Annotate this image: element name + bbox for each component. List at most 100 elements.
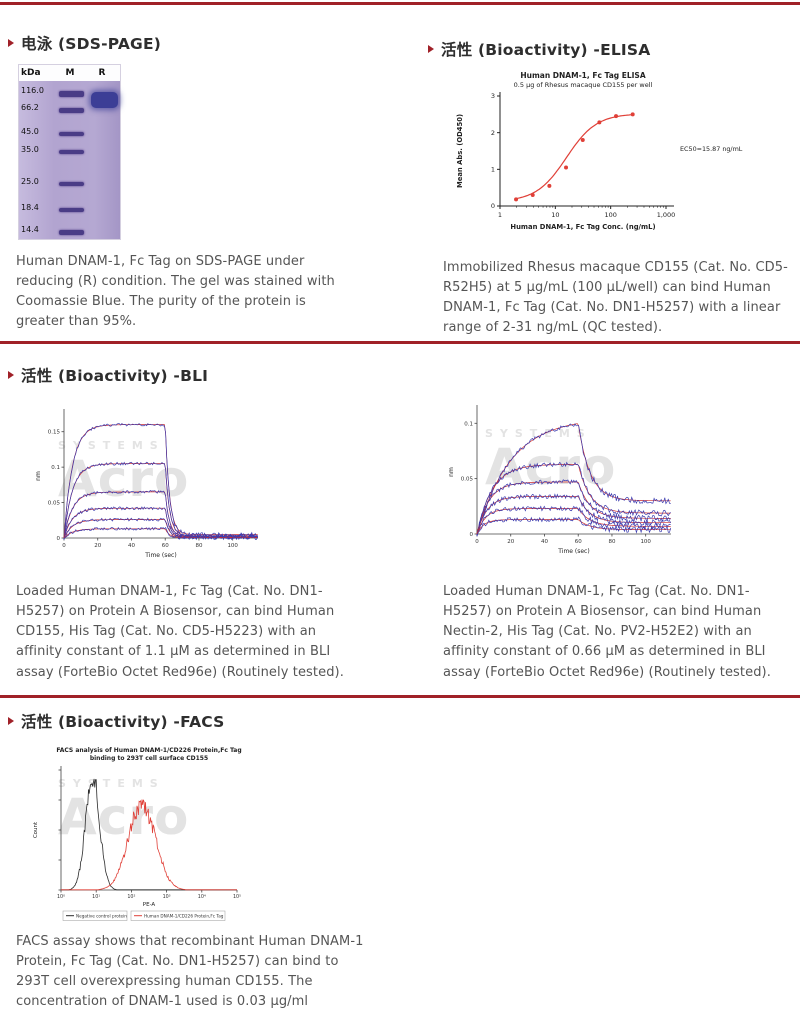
- section-title-facs: 活性 (Bioactivity) -FACS: [21, 713, 225, 731]
- bli-data-curve: [63, 526, 259, 541]
- sds-page-caption: Human DNAM-1, Fc Tag on SDS-PAGE under r…: [16, 254, 335, 330]
- gel-marker-band: [59, 230, 84, 235]
- gel-marker-label: 18.4: [21, 203, 39, 212]
- gel-marker-label: 45.0: [21, 127, 39, 136]
- bli-caption-left: Loaded Human DNAM-1, Fc Tag (Cat. No. DN…: [16, 584, 344, 680]
- gel-marker-band: [59, 132, 84, 136]
- bli-fit-curve: [476, 519, 671, 535]
- bli-data-curve: [476, 461, 671, 536]
- bli-data-curve: [476, 479, 671, 537]
- bli-data-curve: [476, 493, 672, 536]
- gel-marker-band: [59, 108, 84, 113]
- y-tick-label: 0: [491, 202, 495, 210]
- y-tick-label: 0.05: [461, 477, 474, 483]
- sds-page-gel-image: kDa M R 116.0 66.2 45.0 35.0 25.0 18.4 14.4: [18, 64, 121, 240]
- gel-lane-header: kDa M R: [19, 65, 120, 81]
- section-header-facs: 活性 (Bioactivity) -FACS: [8, 710, 225, 732]
- y-tick-label: 0.1: [464, 421, 473, 427]
- x-tick-label: 10: [551, 211, 559, 219]
- y-axis-label: Mean Abs. (OD450): [456, 114, 464, 188]
- x-axis-label: Time (sec): [144, 552, 176, 559]
- x-tick-label: 100: [640, 539, 651, 545]
- gel-marker-band: [59, 91, 84, 97]
- bli-fit-curve: [63, 463, 258, 539]
- bli-fit-curve: [63, 424, 258, 539]
- chart-title: binding to 293T cell surface CD155: [90, 755, 208, 762]
- x-tick-label: 1: [498, 211, 502, 219]
- triangle-bullet-icon: [8, 371, 14, 379]
- x-tick-label: 10⁰: [57, 894, 65, 900]
- y-axis-label: nm: [448, 467, 455, 477]
- elisa-fit-curve: [515, 114, 633, 200]
- x-tick-label: 0: [62, 543, 66, 549]
- x-tick-label: 60: [575, 539, 582, 545]
- legend-label: Negative control protein: [76, 914, 127, 919]
- x-tick-label: 100: [227, 543, 238, 549]
- bli-data-curve: [63, 506, 258, 540]
- legend-box: [130, 910, 226, 921]
- bli-chart-nectin2: 0 0.05 0.1 0 20 40 60 80 100 Time (sec) nm: [448, 405, 672, 555]
- gel-sample-band: [91, 92, 118, 108]
- section-divider-bottom: [0, 695, 800, 698]
- bli-chart-cd155: 0 0.05 0.1 0.15 0 20 40 60 80 100 Time (sec) nm: [35, 409, 259, 559]
- triangle-bullet-icon: [8, 39, 14, 47]
- gel-marker-label: 25.0: [21, 177, 39, 186]
- x-tick-label: 0: [475, 539, 479, 545]
- bli-fit-curve: [63, 528, 258, 539]
- elisa-data-point: [514, 197, 519, 202]
- elisa-data-point: [597, 120, 602, 125]
- legend-label: Human DNAM-1/CD226 Protein,Fc Tag: [144, 914, 224, 919]
- bli-data-curve: [63, 422, 258, 540]
- y-axis-label: nm: [35, 471, 42, 481]
- bli-fit-curve: [63, 507, 258, 539]
- section-title-sds-page: 电泳 (SDS-PAGE): [21, 35, 162, 53]
- elisa-data-point: [530, 193, 535, 197]
- bli-data-curve: [476, 516, 672, 537]
- legend-box: [62, 910, 128, 921]
- x-tick-label: 80: [608, 539, 615, 545]
- gel-marker-band: [59, 182, 84, 186]
- x-axis-label: PE-A: [143, 902, 156, 908]
- bli-fit-curve: [63, 491, 258, 539]
- section-header-elisa: 活性 (Bioactivity) -ELISA: [428, 38, 650, 60]
- bli-data-curve: [63, 490, 258, 540]
- facs-histogram-1: [61, 799, 237, 891]
- y-tick-label: 0.15: [48, 430, 61, 436]
- bli-caption-right: Loaded Human DNAM-1, Fc Tag (Cat. No. DN…: [443, 584, 771, 680]
- gel-marker-label: 66.2: [21, 103, 39, 112]
- x-tick-label: 40: [541, 539, 548, 545]
- x-axis-label: Human DNAM-1, Fc Tag Conc. (ng/mL): [510, 223, 655, 231]
- elisa-data-point: [580, 138, 585, 142]
- gel-marker-label: 116.0: [21, 86, 44, 95]
- y-tick-label: 0: [57, 536, 61, 542]
- section-divider-middle: [0, 341, 800, 344]
- gel-marker-band: [59, 150, 84, 154]
- gel-marker-band: [59, 208, 84, 212]
- gel-lane-r-label: R: [98, 68, 106, 78]
- x-tick-label: 10²: [127, 894, 135, 900]
- x-tick-label: 1,000: [657, 211, 676, 219]
- gel-body: 116.0 66.2 45.0 35.0 25.0 18.4 14.4: [19, 81, 120, 239]
- x-tick-label: 20: [507, 539, 514, 545]
- y-tick-label: 2: [491, 129, 495, 137]
- bli-fit-curve: [476, 496, 671, 535]
- triangle-bullet-icon: [8, 717, 14, 725]
- x-tick-label: 10¹: [92, 894, 100, 900]
- gel-unit-label: kDa: [21, 68, 41, 78]
- y-tick-label: 0.1: [51, 465, 60, 471]
- elisa-caption: Immobilized Rhesus macaque CD155 (Cat. N…: [443, 260, 788, 336]
- x-tick-label: 100: [604, 211, 616, 219]
- gel-lane-m-label: M: [65, 68, 75, 78]
- section-title-bli: 活性 (Bioactivity) -BLI: [21, 367, 209, 385]
- section-header-sds-page: 电泳 (SDS-PAGE): [8, 32, 161, 54]
- section-title-elisa: 活性 (Bioactivity) -ELISA: [441, 41, 651, 59]
- y-tick-label: 0.05: [48, 501, 61, 507]
- elisa-data-point: [564, 165, 569, 170]
- x-tick-label: 60: [162, 543, 169, 549]
- chart-title: FACS analysis of Human DNAM-1/CD226 Prot…: [56, 747, 241, 754]
- chart-title: Human DNAM-1, Fc Tag ELISA: [520, 71, 645, 80]
- chart-subtitle: 0.5 μg of Rhesus macaque CD155 per well: [514, 81, 653, 89]
- facs-histogram-0: [61, 778, 237, 891]
